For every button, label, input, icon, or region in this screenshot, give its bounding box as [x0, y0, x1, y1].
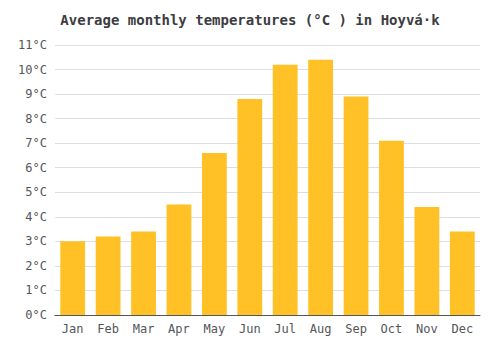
svg-text:11°C: 11°C: [18, 38, 47, 52]
svg-text:Average monthly temperatures (: Average monthly temperatures (°C ) in Ho…: [60, 12, 440, 28]
svg-text:Dec: Dec: [451, 322, 473, 336]
svg-text:9°C: 9°C: [25, 87, 47, 101]
svg-text:10°C: 10°C: [18, 63, 47, 77]
svg-text:1°C: 1°C: [25, 283, 47, 297]
svg-text:7°C: 7°C: [25, 136, 47, 150]
svg-text:3°C: 3°C: [25, 234, 47, 248]
svg-text:2°C: 2°C: [25, 259, 47, 273]
svg-text:Feb: Feb: [97, 322, 119, 336]
svg-text:Jul: Jul: [274, 322, 296, 336]
svg-text:May: May: [204, 322, 226, 336]
svg-text:Oct: Oct: [381, 322, 403, 336]
svg-text:6°C: 6°C: [25, 161, 47, 175]
svg-text:Sep: Sep: [345, 322, 367, 336]
svg-text:Nov: Nov: [416, 322, 438, 336]
svg-text:4°C: 4°C: [25, 210, 47, 224]
svg-text:8°C: 8°C: [25, 112, 47, 126]
svg-text:Aug: Aug: [310, 322, 332, 336]
svg-text:Mar: Mar: [133, 322, 155, 336]
svg-text:0°C: 0°C: [25, 308, 47, 322]
svg-text:Apr: Apr: [168, 322, 190, 336]
svg-text:Jan: Jan: [62, 322, 84, 336]
svg-text:5°C: 5°C: [25, 185, 47, 199]
svg-text:Jun: Jun: [239, 322, 261, 336]
